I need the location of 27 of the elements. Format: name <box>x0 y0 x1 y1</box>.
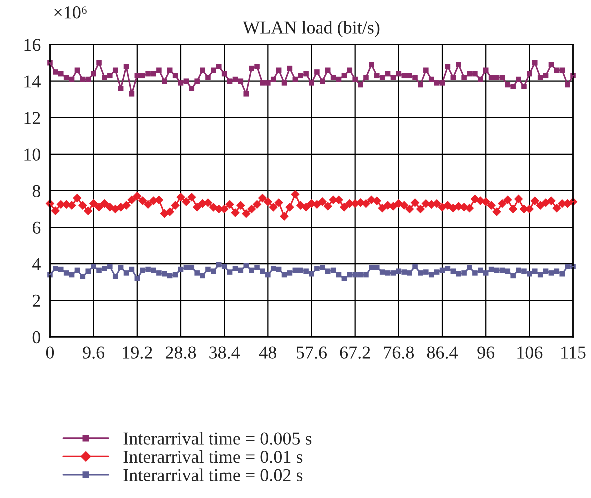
x-tick-label: 76.8 <box>384 346 414 359</box>
x-tick-label: 86.4 <box>427 346 458 359</box>
x-tick-label: 19.2 <box>123 346 152 359</box>
x-tick-label: 28.8 <box>166 346 196 359</box>
y-tick-label: 0 <box>32 331 41 344</box>
x-tick-label: 115 <box>562 346 586 359</box>
legend-label: Interarrival time = 0.02 s <box>124 468 303 482</box>
y-tick-label: 12 <box>24 112 40 124</box>
y-tick-label: 8 <box>32 185 41 198</box>
y-tick-label: 14 <box>24 76 41 88</box>
x-tick-label: 67.2 <box>340 346 370 359</box>
text: ×10⁶ <box>54 6 87 19</box>
y-tick-label: 4 <box>32 258 41 270</box>
x-tick-label: 57.6 <box>297 346 328 359</box>
chart-title: WLAN load (bit/s) <box>243 21 380 38</box>
y-tick-label: 6 <box>32 222 41 234</box>
x-tick-label: 0 <box>46 346 54 359</box>
x-tick-label: 48 <box>259 346 277 359</box>
legend-label: Interarrival time = 0.01 s <box>124 450 303 464</box>
y-tick-label: 16 <box>24 39 41 52</box>
y-tick-label: 2 <box>32 294 40 307</box>
legend-label: Interarrival time = 0.005 s <box>124 432 312 445</box>
x-tick-label: 96 <box>478 346 495 359</box>
x-tick-label: 106 <box>518 346 543 359</box>
x-tick-label: 38.4 <box>210 346 240 359</box>
x-tick-label: 9.6 <box>83 346 105 359</box>
y-tick-label: 10 <box>24 148 41 161</box>
